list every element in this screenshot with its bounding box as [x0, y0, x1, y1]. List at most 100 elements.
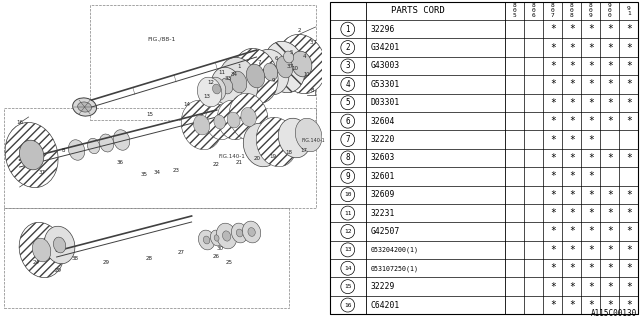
Text: 053204200(1): 053204200(1)	[371, 247, 419, 253]
Text: *: *	[569, 43, 575, 52]
Text: 22: 22	[213, 163, 220, 167]
Ellipse shape	[264, 41, 305, 93]
Text: 15: 15	[344, 284, 351, 289]
Ellipse shape	[218, 100, 250, 140]
Text: *: *	[607, 153, 613, 163]
Text: *: *	[569, 263, 575, 273]
Text: 8
0
5: 8 0 5	[513, 4, 516, 18]
Text: *: *	[550, 171, 556, 181]
Text: 14: 14	[183, 102, 190, 108]
Ellipse shape	[73, 98, 97, 116]
Text: 2: 2	[298, 28, 301, 33]
Ellipse shape	[77, 102, 92, 112]
Text: *: *	[588, 98, 594, 108]
Text: *: *	[626, 300, 632, 310]
Text: *: *	[569, 116, 575, 126]
Text: 34: 34	[230, 73, 237, 77]
Text: 32601: 32601	[371, 172, 395, 181]
Text: 8
0
7: 8 0 7	[551, 4, 555, 18]
Text: 17: 17	[300, 148, 307, 153]
Ellipse shape	[223, 231, 230, 241]
Text: 9: 9	[346, 172, 350, 181]
Ellipse shape	[246, 64, 265, 88]
Ellipse shape	[243, 123, 280, 167]
Ellipse shape	[295, 118, 322, 152]
Text: *: *	[626, 245, 632, 255]
Text: 3: 3	[310, 39, 314, 44]
Text: 23: 23	[173, 167, 180, 172]
Text: *: *	[588, 171, 594, 181]
Text: *: *	[607, 263, 613, 273]
Ellipse shape	[5, 123, 58, 188]
Text: *: *	[550, 61, 556, 71]
Text: *: *	[550, 190, 556, 200]
Text: C64201: C64201	[371, 300, 400, 309]
Ellipse shape	[33, 238, 51, 262]
Text: 25: 25	[226, 260, 233, 266]
Text: 13: 13	[203, 93, 210, 99]
Text: G42507: G42507	[371, 227, 400, 236]
Text: *: *	[550, 227, 556, 236]
Ellipse shape	[277, 34, 326, 94]
Text: *: *	[626, 24, 632, 34]
Ellipse shape	[291, 51, 312, 77]
Text: 28: 28	[146, 255, 153, 260]
Text: G34201: G34201	[371, 43, 400, 52]
Ellipse shape	[278, 118, 311, 158]
Text: *: *	[588, 190, 594, 200]
Ellipse shape	[212, 84, 221, 94]
Text: 29: 29	[55, 268, 62, 273]
Ellipse shape	[233, 48, 278, 104]
Text: 24: 24	[33, 260, 40, 265]
Text: *: *	[550, 98, 556, 108]
Text: 29: 29	[103, 260, 110, 265]
Text: 21: 21	[236, 159, 243, 164]
Text: *: *	[626, 227, 632, 236]
Ellipse shape	[214, 235, 219, 241]
Text: 16: 16	[16, 121, 23, 125]
Ellipse shape	[232, 223, 248, 243]
Ellipse shape	[264, 63, 278, 81]
Text: 30: 30	[216, 245, 223, 251]
Text: *: *	[569, 227, 575, 236]
Bar	[90, 5, 316, 120]
Ellipse shape	[211, 230, 223, 246]
Text: 5: 5	[346, 98, 350, 107]
Text: 3: 3	[346, 61, 350, 70]
Text: 4: 4	[303, 54, 307, 60]
Text: 36: 36	[116, 159, 123, 164]
Text: 10: 10	[344, 192, 351, 197]
Text: *: *	[588, 116, 594, 126]
Text: *: *	[569, 153, 575, 163]
Text: 4: 4	[346, 80, 350, 89]
Ellipse shape	[229, 93, 268, 141]
Text: *: *	[550, 116, 556, 126]
Text: *: *	[550, 134, 556, 145]
Text: *: *	[588, 282, 594, 292]
Text: *: *	[550, 153, 556, 163]
Ellipse shape	[284, 51, 294, 63]
Ellipse shape	[220, 78, 233, 94]
Text: 27: 27	[178, 250, 185, 254]
Ellipse shape	[204, 236, 210, 244]
Ellipse shape	[264, 41, 305, 93]
Text: *: *	[607, 227, 613, 236]
Text: *: *	[588, 208, 594, 218]
Text: 19: 19	[269, 154, 276, 158]
Ellipse shape	[230, 71, 247, 93]
Text: 32609: 32609	[371, 190, 395, 199]
Text: *: *	[607, 43, 613, 52]
Text: *: *	[626, 43, 632, 52]
Text: *: *	[569, 171, 575, 181]
Text: 14: 14	[344, 266, 351, 271]
Text: 32220: 32220	[371, 135, 395, 144]
Text: *: *	[569, 61, 575, 71]
Text: *: *	[626, 190, 632, 200]
Text: *: *	[550, 208, 556, 218]
Ellipse shape	[193, 115, 210, 135]
Text: 2: 2	[346, 43, 350, 52]
Text: 1: 1	[346, 25, 350, 34]
Ellipse shape	[216, 223, 237, 249]
Text: 9
0
0: 9 0 0	[608, 4, 612, 18]
Text: *: *	[626, 98, 632, 108]
